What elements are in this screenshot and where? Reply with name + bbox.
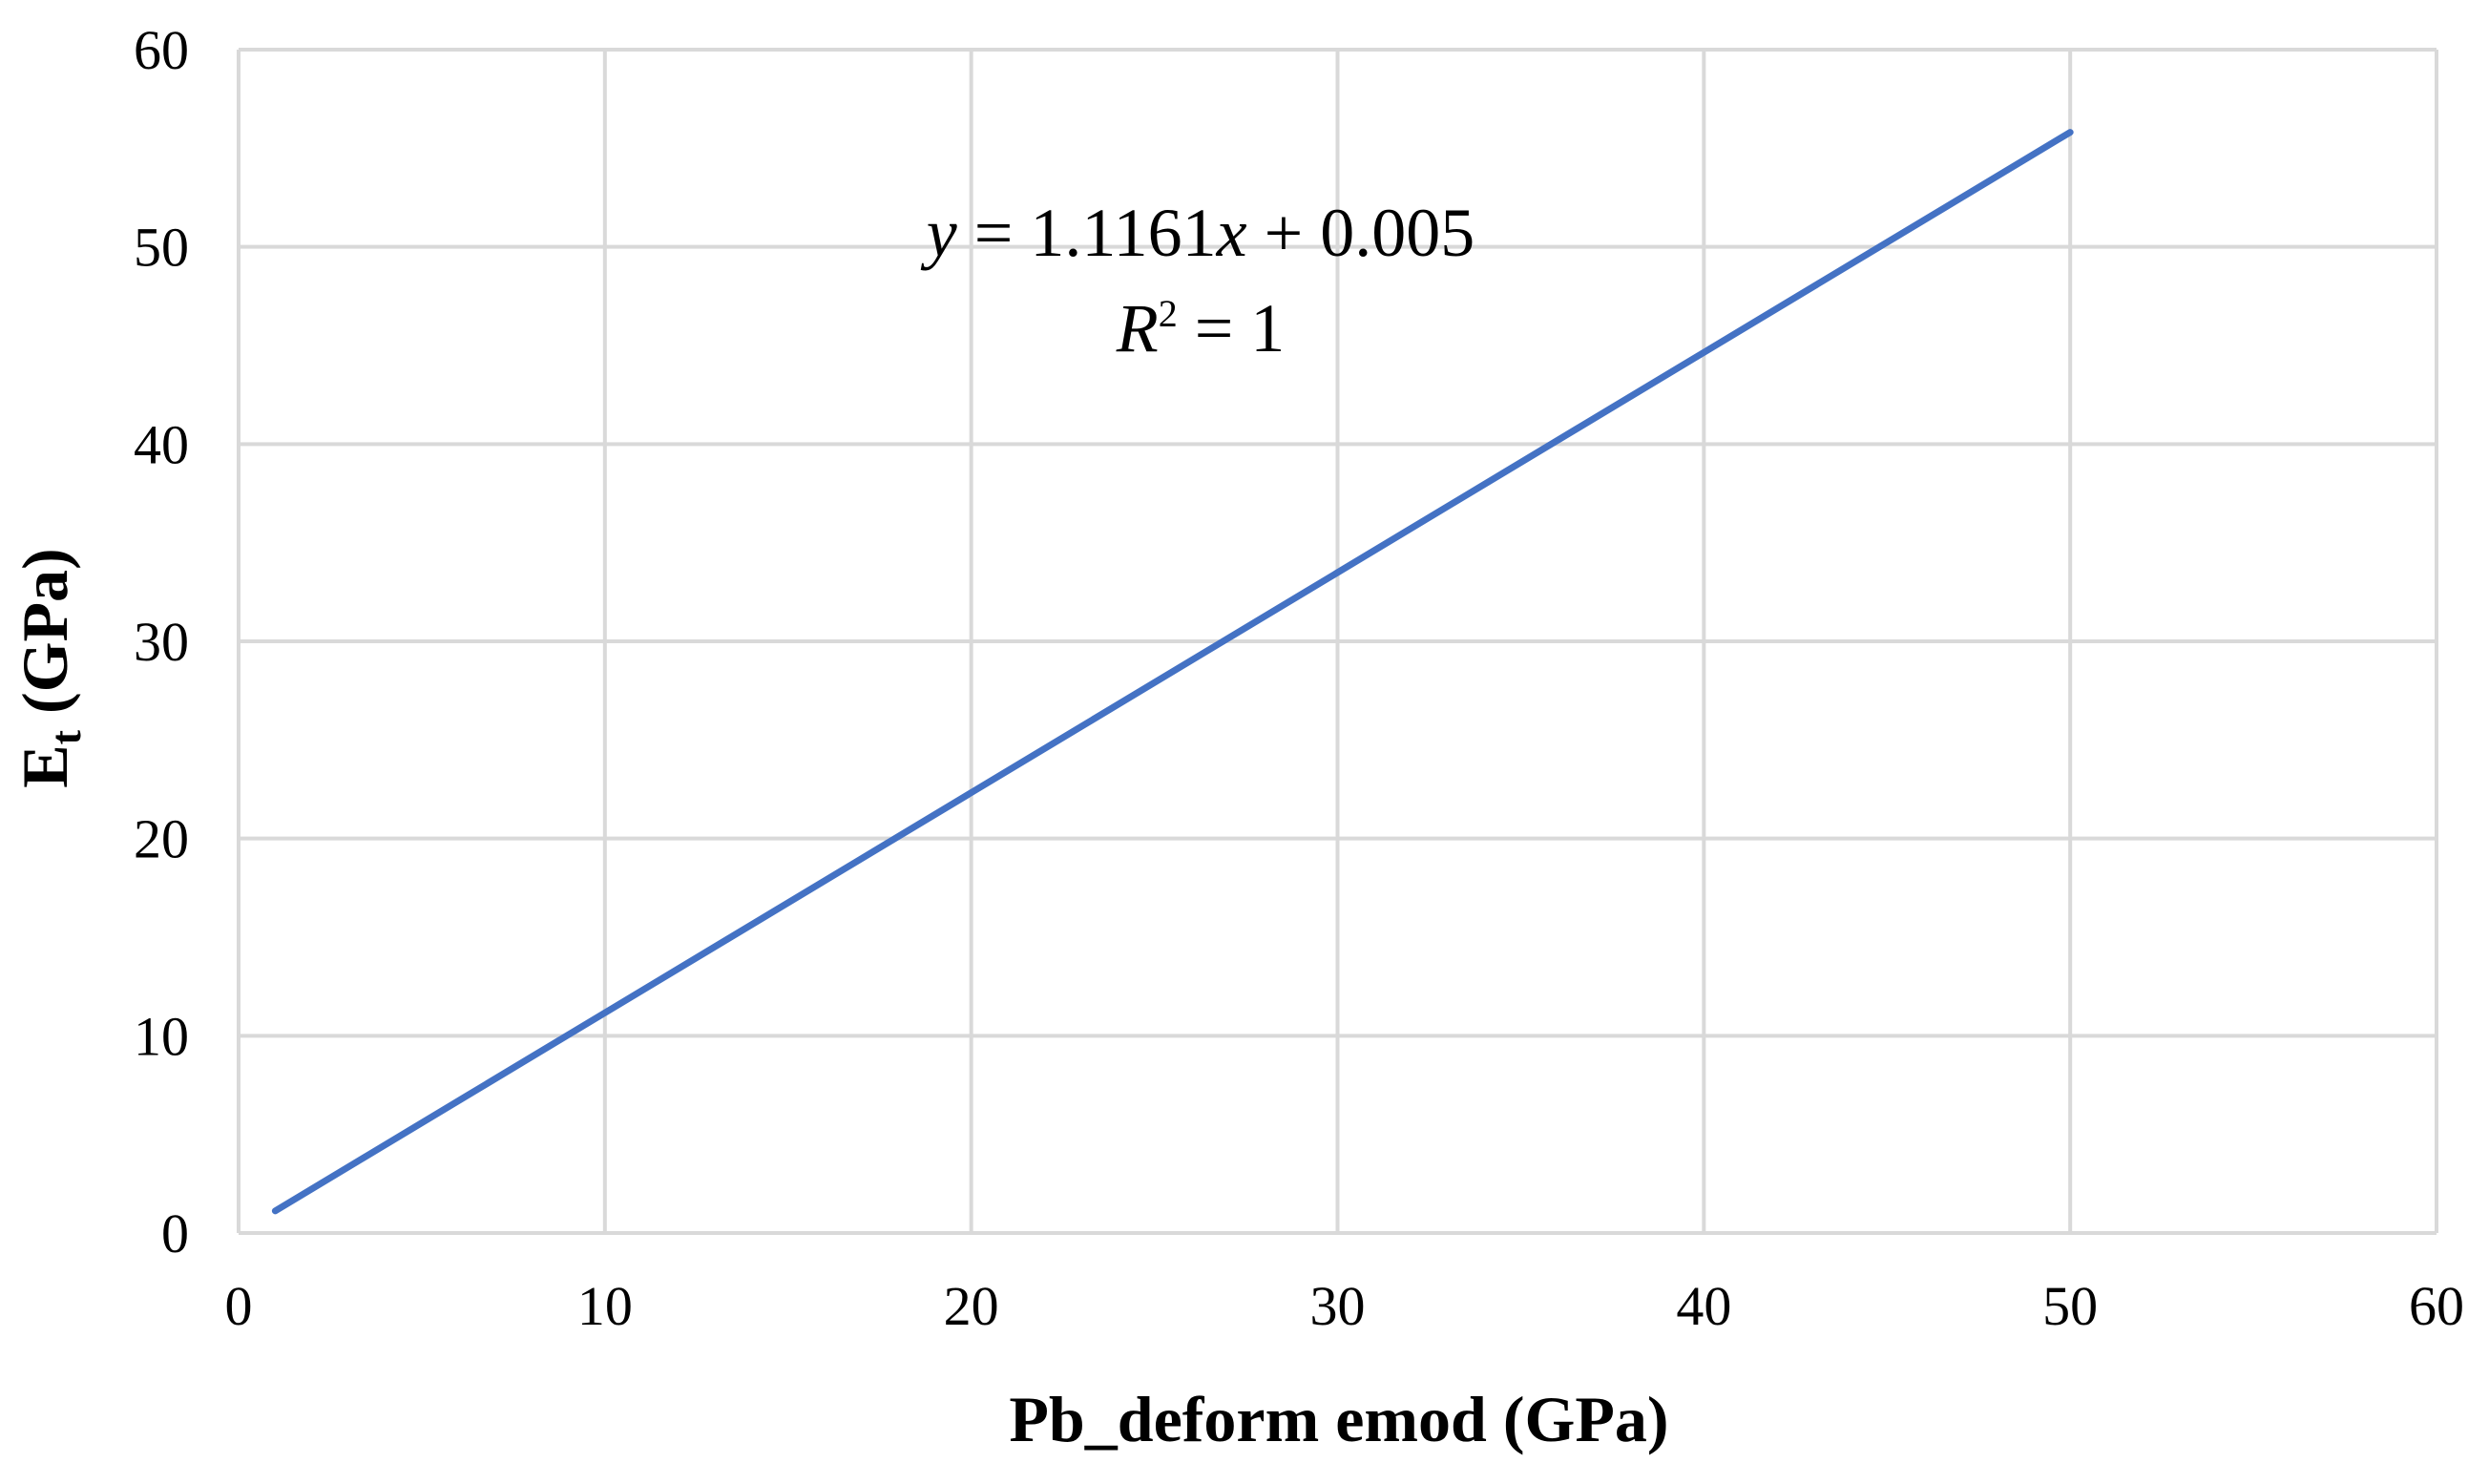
x-tick-label: 20 [944, 1275, 999, 1337]
y-tick-label: 60 [134, 19, 189, 81]
x-tick-label: 40 [1676, 1275, 1731, 1337]
equation-y-variable: y [920, 195, 957, 271]
r-squared-annotation: R2 = 1 [1116, 290, 1286, 366]
x-axis-title: Pb_deform emod (GPa) [1009, 1383, 1668, 1455]
y-tick-label: 0 [161, 1202, 189, 1265]
equation-slope: = 1.1161 [957, 195, 1217, 271]
series-lines [271, 129, 2074, 1215]
r-squared-variable: R [1116, 290, 1159, 366]
y-axis-title-main: E [9, 744, 81, 787]
x-tick-label: 10 [577, 1275, 633, 1337]
y-tick-label: 30 [134, 611, 189, 673]
y-tick-label: 10 [134, 1005, 189, 1067]
r-squared-value: = 1 [1178, 290, 1286, 366]
r-squared-superscript: 2 [1159, 292, 1178, 335]
equation-x-variable: x [1216, 195, 1247, 271]
trendline-equation: y = 1.1161x + 0.005 [920, 195, 1475, 271]
y-tick-label: 40 [134, 413, 189, 475]
x-tick-label: 30 [1310, 1275, 1366, 1337]
y-tick-label: 50 [134, 217, 189, 279]
x-tick-label: 50 [2042, 1275, 2098, 1337]
series-line [271, 129, 2074, 1215]
x-tick-label: 0 [225, 1275, 253, 1337]
y-axis-ticks: 0 10 20 30 40 50 60 [134, 19, 189, 1265]
x-tick-label: 60 [2409, 1275, 2464, 1337]
gridlines [237, 48, 2438, 1235]
x-axis-ticks: 0 10 20 30 40 50 60 [225, 1275, 2465, 1337]
y-axis-title-unit: (GPa) [9, 548, 81, 730]
y-tick-label: 20 [134, 808, 189, 870]
y-axis-title-subscript: t [41, 729, 90, 744]
y-axis-title: Et (GPa) [9, 548, 90, 787]
equation-intercept: + 0.005 [1247, 195, 1475, 271]
